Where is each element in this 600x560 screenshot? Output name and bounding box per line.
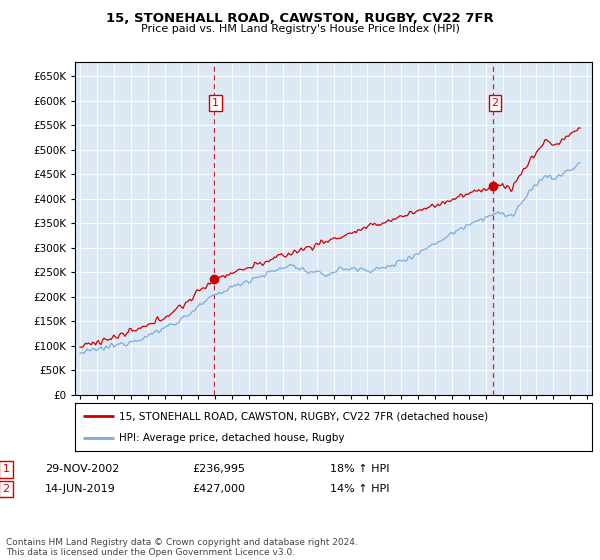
Text: 29-NOV-2002: 29-NOV-2002 (45, 464, 119, 474)
Text: 14-JUN-2019: 14-JUN-2019 (45, 484, 116, 494)
Text: 1: 1 (212, 98, 219, 108)
Text: 14% ↑ HPI: 14% ↑ HPI (330, 484, 389, 494)
Text: Contains HM Land Registry data © Crown copyright and database right 2024.
This d: Contains HM Land Registry data © Crown c… (6, 538, 358, 557)
Text: Price paid vs. HM Land Registry's House Price Index (HPI): Price paid vs. HM Land Registry's House … (140, 24, 460, 34)
Text: £427,000: £427,000 (192, 484, 245, 494)
Text: HPI: Average price, detached house, Rugby: HPI: Average price, detached house, Rugb… (119, 433, 344, 443)
Text: 15, STONEHALL ROAD, CAWSTON, RUGBY, CV22 7FR: 15, STONEHALL ROAD, CAWSTON, RUGBY, CV22… (106, 12, 494, 25)
Text: 15, STONEHALL ROAD, CAWSTON, RUGBY, CV22 7FR (detached house): 15, STONEHALL ROAD, CAWSTON, RUGBY, CV22… (119, 411, 488, 421)
Text: 2: 2 (491, 98, 499, 108)
Text: 18% ↑ HPI: 18% ↑ HPI (330, 464, 389, 474)
Text: 1: 1 (2, 464, 10, 474)
Text: 2: 2 (2, 484, 10, 494)
Text: £236,995: £236,995 (192, 464, 245, 474)
